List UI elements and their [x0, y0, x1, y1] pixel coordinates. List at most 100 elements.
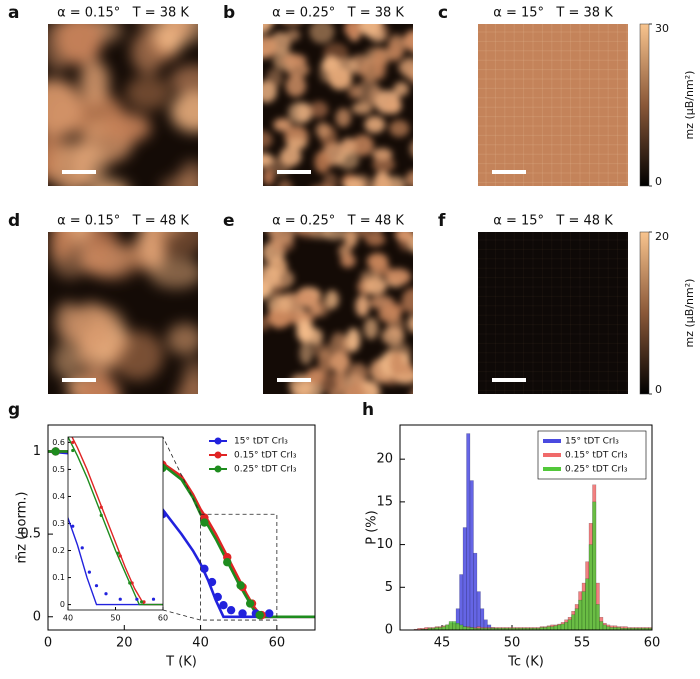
- map-domain: [314, 150, 331, 174]
- map-domain: [329, 386, 352, 394]
- panel-label: d: [8, 211, 20, 231]
- map-domain: [349, 174, 373, 186]
- panel-label: b: [223, 3, 235, 23]
- x-tick-label: 50: [504, 636, 521, 651]
- map-domain: [170, 91, 198, 133]
- map-image: [478, 24, 628, 186]
- legend-label: 0.25° tDT CrI₃: [234, 465, 297, 475]
- y-axis-label: P (%): [365, 510, 380, 544]
- map-domain: [312, 343, 332, 358]
- map-domain: [393, 81, 409, 97]
- x-tick-label: 20: [116, 636, 133, 651]
- scale-bar: [492, 170, 526, 174]
- map-domain: [298, 291, 319, 309]
- map-domain: [359, 60, 384, 82]
- data-point: [71, 524, 75, 528]
- map-domain: [372, 232, 382, 235]
- histogram-bar: [462, 626, 467, 630]
- map-domain: [309, 101, 329, 119]
- data-point: [207, 577, 217, 587]
- map-image: [48, 232, 198, 394]
- histogram-bar: [445, 624, 450, 630]
- data-point: [200, 518, 209, 527]
- y-tick-label: 0.6: [52, 438, 65, 447]
- map-domain: [263, 36, 278, 58]
- data-point: [51, 447, 60, 456]
- map-domain: [263, 130, 273, 149]
- scale-bar: [62, 378, 96, 382]
- inset-frame: [67, 436, 164, 611]
- histogram-bar: [592, 501, 597, 630]
- y-tick-label: 0: [60, 600, 65, 609]
- histogram-bar: [480, 608, 485, 630]
- map-domain: [389, 351, 404, 376]
- map-domain: [308, 232, 331, 239]
- data-point: [94, 584, 99, 588]
- legend-swatch: [214, 451, 222, 459]
- histogram-bar: [448, 621, 453, 630]
- data-point: [104, 592, 108, 596]
- map-image: [478, 232, 628, 394]
- y-tick-label: 15: [376, 494, 393, 509]
- map-domain: [329, 351, 351, 372]
- map-domain: [71, 144, 108, 186]
- map-domain: [372, 148, 393, 161]
- map-domain: [330, 332, 348, 357]
- map-domain: [263, 263, 275, 281]
- map-domain: [267, 295, 292, 314]
- map-domain: [334, 57, 359, 74]
- map-background: [478, 24, 628, 186]
- data-point: [213, 592, 222, 602]
- map-domain: [372, 156, 396, 173]
- map-domain: [130, 29, 165, 74]
- map-domain: [160, 176, 198, 186]
- map-title: α = 15° T = 38 K: [493, 6, 613, 21]
- map-domain: [286, 28, 301, 42]
- map-domain: [266, 68, 283, 89]
- histogram-bar: [585, 578, 590, 630]
- map-texture: [263, 24, 413, 186]
- map-domain: [263, 168, 275, 186]
- map-title: α = 15° T = 48 K: [493, 214, 613, 229]
- x-axis-label: Tc (K): [507, 655, 544, 670]
- panel-label: a: [8, 3, 19, 23]
- y-tick-label: 20: [376, 452, 393, 467]
- colorbar-label: mz (μB/nm²): [683, 279, 696, 348]
- map-domain: [269, 232, 295, 246]
- fit-line: [68, 437, 163, 606]
- map-texture: [48, 232, 198, 394]
- data-point: [19, 354, 22, 357]
- panel-label: f: [438, 211, 446, 231]
- map-domain: [384, 97, 402, 114]
- axes-frame: [399, 424, 653, 631]
- map-title: α = 0.25° T = 38 K: [272, 6, 404, 21]
- inset-plot: [19, 354, 163, 606]
- map-domain: [263, 24, 273, 31]
- map-domain: [351, 134, 374, 156]
- map-title: α = 0.15° T = 38 K: [57, 6, 189, 21]
- map-domain: [92, 179, 128, 186]
- zoom-connector: [162, 609, 201, 621]
- histogram-bar: [578, 599, 583, 630]
- map-image: [263, 232, 413, 394]
- map-domain: [365, 232, 386, 247]
- x-tick-label: 60: [644, 636, 661, 651]
- histogram-bar: [602, 624, 607, 630]
- map-domain: [285, 74, 307, 97]
- data-point: [135, 597, 139, 601]
- data-point: [118, 554, 122, 558]
- axes-frame: [47, 424, 316, 631]
- data-point: [236, 581, 245, 590]
- map-domain: [378, 306, 401, 323]
- y-tick-label: 0.4: [52, 492, 65, 501]
- colorbar: [639, 231, 650, 395]
- map-domain: [181, 359, 198, 388]
- data-point: [142, 600, 146, 604]
- histogram-bar: [459, 624, 464, 630]
- legend-swatch: [543, 467, 561, 471]
- map-domain: [281, 53, 307, 67]
- map-domain: [408, 235, 413, 253]
- map-domain: [400, 362, 413, 376]
